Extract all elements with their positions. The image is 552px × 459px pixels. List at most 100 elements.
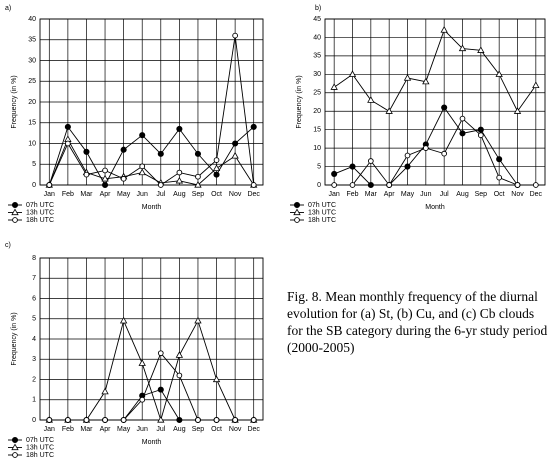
x-axis-label: Month <box>425 204 445 211</box>
x-tick-label: Sep <box>192 426 205 433</box>
y-tick-label: 15 <box>28 120 36 127</box>
marker <box>293 208 301 216</box>
marker <box>138 168 146 176</box>
marker <box>212 375 221 383</box>
marker <box>404 152 411 159</box>
marker <box>532 182 539 188</box>
y-tick-label: 25 <box>28 78 36 85</box>
x-tick-label: Sep <box>475 191 488 198</box>
marker <box>349 163 356 170</box>
x-tick-label: Oct <box>494 191 505 198</box>
marker <box>11 443 19 451</box>
series-line <box>48 138 255 186</box>
y-tick-label: 7 <box>32 275 36 282</box>
marker <box>331 182 338 188</box>
x-tick-label: Jul <box>156 426 165 433</box>
marker <box>213 157 220 163</box>
marker <box>65 140 71 147</box>
marker <box>64 123 71 130</box>
marker <box>11 436 19 444</box>
y-tick-label: 35 <box>28 37 36 44</box>
y-tick-label: 5 <box>32 161 36 168</box>
y-tick-label: 0 <box>32 417 36 424</box>
panel-label: c) <box>5 242 11 249</box>
legend-label: 18h UTC <box>26 452 54 459</box>
marker <box>367 181 374 189</box>
x-tick-label: May <box>401 191 415 198</box>
marker <box>102 417 108 423</box>
marker <box>101 181 109 189</box>
x-tick-label: Sep <box>192 191 205 198</box>
marker <box>232 417 238 423</box>
marker <box>250 123 257 130</box>
x-tick-label: May <box>117 426 131 433</box>
series-line <box>334 117 536 186</box>
marker <box>385 107 393 114</box>
marker <box>403 73 412 81</box>
y-tick-label: 15 <box>313 127 321 134</box>
marker <box>157 415 165 423</box>
legend-label: 13h UTC <box>26 444 54 451</box>
x-tick-label: Feb <box>62 191 74 198</box>
y-tick-label: 25 <box>313 90 321 97</box>
legend-label: 07h UTC <box>308 202 336 209</box>
marker <box>46 417 53 423</box>
x-tick-label: Apr <box>100 191 112 198</box>
marker <box>232 140 239 147</box>
marker <box>212 164 221 171</box>
legend-label: 07h UTC <box>26 202 54 209</box>
x-tick-label: Feb <box>62 426 74 433</box>
x-tick-label: Jan <box>329 191 340 198</box>
marker <box>367 158 374 164</box>
marker <box>422 145 429 151</box>
marker <box>458 44 467 52</box>
marker <box>514 182 521 188</box>
marker <box>119 316 128 324</box>
panel-label: b) <box>315 5 321 12</box>
marker <box>213 171 220 178</box>
marker <box>65 417 71 423</box>
marker <box>138 359 146 366</box>
marker <box>11 208 19 216</box>
y-tick-label: 3 <box>32 356 36 363</box>
y-axis-label: Frequency (in %) <box>11 75 18 128</box>
x-tick-label: Jun <box>420 191 431 198</box>
x-tick-label: Jul <box>440 191 449 198</box>
marker <box>176 169 183 176</box>
series-line <box>48 35 255 186</box>
series-line <box>49 352 254 421</box>
series-line <box>333 29 537 113</box>
marker <box>139 163 146 170</box>
marker <box>232 32 238 39</box>
y-tick-label: 40 <box>313 34 321 41</box>
y-tick-label: 45 <box>313 16 321 23</box>
marker <box>195 417 201 423</box>
marker <box>120 146 127 153</box>
marker <box>12 217 18 223</box>
marker <box>83 171 90 178</box>
marker <box>139 132 146 139</box>
x-tick-label: Aug <box>173 426 186 433</box>
x-tick-label: Apr <box>384 191 396 198</box>
y-tick-label: 35 <box>313 53 321 60</box>
y-tick-label: 10 <box>28 140 36 147</box>
x-tick-label: Jan <box>44 426 55 433</box>
marker <box>404 163 411 170</box>
marker <box>194 150 202 157</box>
x-tick-label: Oct <box>211 426 222 433</box>
y-tick-label: 8 <box>32 255 36 262</box>
marker <box>348 70 357 77</box>
marker <box>157 386 164 393</box>
x-tick-label: Feb <box>346 191 358 198</box>
marker <box>349 182 356 188</box>
marker <box>194 316 202 324</box>
plot-frame <box>324 18 546 186</box>
x-tick-label: Oct <box>211 191 222 198</box>
marker <box>477 132 484 139</box>
x-tick-label: Nov <box>511 191 524 198</box>
y-tick-label: 2 <box>32 376 36 383</box>
marker <box>139 396 146 403</box>
marker <box>157 350 164 357</box>
y-tick-label: 40 <box>28 16 36 23</box>
